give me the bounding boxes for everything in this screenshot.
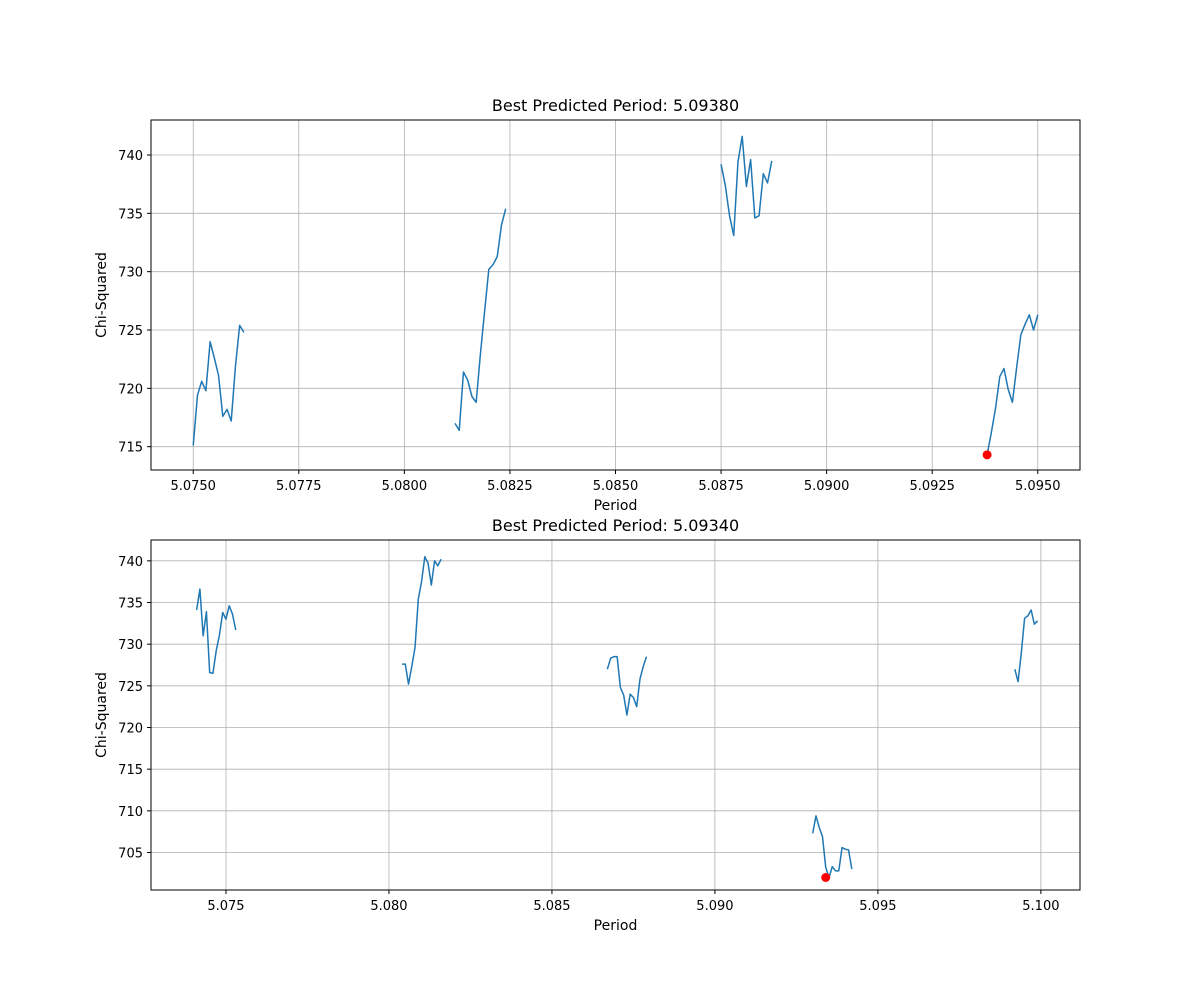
bottom-plot-grid <box>151 540 1080 890</box>
bottom-plot-frame <box>150 539 1081 891</box>
top-plot-title: Best Predicted Period: 5.09380 <box>492 96 739 115</box>
top-plot-x-ticks: 5.0750 5.0775 5.0800 5.0825 5.0850 5.0875 5.09… <box>170 470 1061 494</box>
bottom-plot-y-tick-label: 740 <box>118 555 143 570</box>
bottom-plot-y-tick-label: 720 <box>118 722 143 737</box>
top-plot-series-segment-1 <box>192 324 245 446</box>
bottom-plot-title: Best Predicted Period: 5.09340 <box>492 516 739 535</box>
top-plot-x-tick-label: 5.0950 <box>1015 479 1061 494</box>
top-plot-y-tick-label: 725 <box>118 324 143 339</box>
top-plot-y-tick-label: 715 <box>118 441 143 456</box>
top-plot-series-segment-2 <box>454 208 507 432</box>
bottom-plot-x-tick-label: 5.080 <box>370 899 407 914</box>
top-plot-series-segment-4 <box>986 314 1039 455</box>
bottom-plot-x-tick-label: 5.085 <box>533 899 570 914</box>
top-plot-y-tick-label: 720 <box>118 382 143 397</box>
bottom-plot-x-axis-label: Period <box>594 918 638 934</box>
top-plot-x-tick-label: 5.0825 <box>487 479 533 494</box>
bottom-plot-series-segment-1 <box>195 588 237 675</box>
top-plot-x-tick-label: 5.0800 <box>382 479 428 494</box>
top-plot: 5.0750 5.0775 5.0800 5.0825 5.0850 5.0875 5.09… <box>94 96 1081 514</box>
bottom-plot-series-segment-2 <box>401 555 442 685</box>
bottom-plot-y-tick-label: 730 <box>118 638 143 653</box>
bottom-plot-x-tick-label: 5.075 <box>207 899 244 914</box>
bottom-plot-axes-frame <box>150 539 1081 891</box>
bottom-plot-series-segment-5 <box>1014 609 1039 683</box>
top-plot-x-tick-label: 5.0850 <box>593 479 639 494</box>
top-plot-x-tick-label: 5.0775 <box>276 479 322 494</box>
top-plot-x-tick-label: 5.0925 <box>909 479 955 494</box>
bottom-plot-series <box>195 555 1039 882</box>
top-plot-x-tick-label: 5.0900 <box>804 479 850 494</box>
bottom-plot-y-tick-label: 705 <box>118 847 143 862</box>
top-plot-y-tick-label: 740 <box>118 149 143 164</box>
bottom-plot-series-segment-4 <box>811 815 853 879</box>
top-plot-grid <box>151 120 1080 470</box>
bottom-plot-x-tick-label: 5.095 <box>859 899 896 914</box>
bottom-plot: 5.075 5.080 5.085 5.090 5.095 5.100 705 710 715… <box>94 516 1081 934</box>
top-plot-best-period-marker <box>982 450 992 460</box>
top-plot-x-tick-label: 5.0750 <box>170 479 216 494</box>
bottom-plot-x-tick-label: 5.100 <box>1022 899 1059 914</box>
top-plot-x-axis-label: Period <box>594 498 638 514</box>
top-plot-y-tick-label: 730 <box>118 266 143 281</box>
bottom-plot-y-ticks: 705 710 715 720 725 730 735 740 <box>118 555 151 862</box>
bottom-plot-y-tick-label: 725 <box>118 680 143 695</box>
bottom-plot-y-axis-label: Chi-Squared <box>94 672 110 758</box>
top-plot-y-axis-label: Chi-Squared <box>94 252 110 338</box>
bottom-plot-y-tick-label: 710 <box>118 805 143 820</box>
bottom-plot-y-tick-label: 715 <box>118 763 143 778</box>
bottom-plot-y-tick-label: 735 <box>118 597 143 612</box>
top-plot-y-tick-label: 735 <box>118 207 143 222</box>
top-plot-series <box>192 135 1039 460</box>
top-plot-series-segment-3 <box>720 135 773 237</box>
bottom-plot-series-segment-3 <box>606 655 648 716</box>
bottom-plot-x-tick-label: 5.090 <box>696 899 733 914</box>
top-plot-x-tick-label: 5.0875 <box>698 479 744 494</box>
bottom-plot-best-period-marker <box>821 873 831 882</box>
top-plot-y-ticks: 715 720 725 730 735 740 <box>118 149 151 456</box>
bottom-plot-x-ticks: 5.075 5.080 5.085 5.090 5.095 5.100 <box>207 890 1059 914</box>
